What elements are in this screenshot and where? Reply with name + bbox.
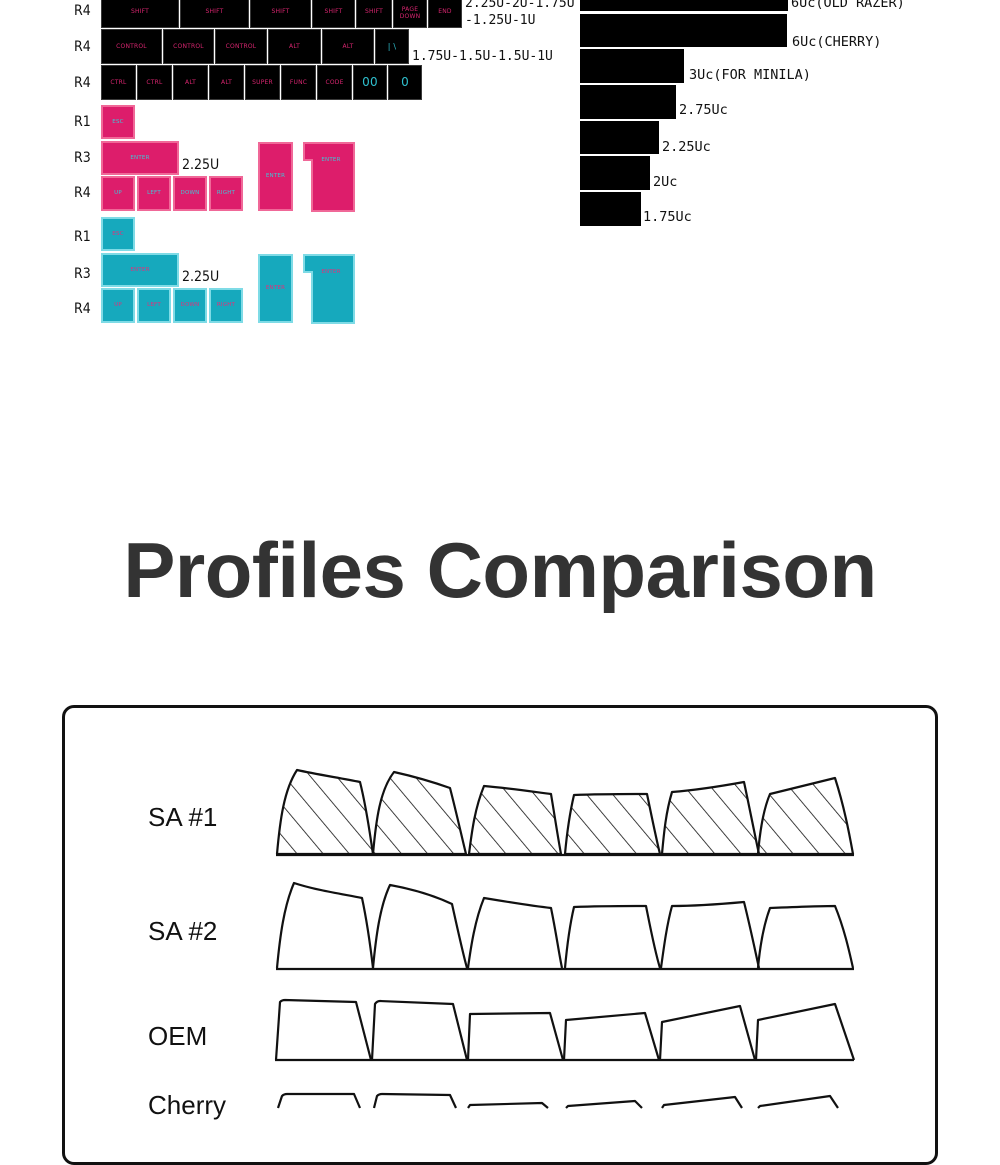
profile-label-sa2: SA #2	[148, 916, 218, 946]
cherry-profile-drawing	[276, 1092, 839, 1109]
key-esc-cyan: ESC	[101, 217, 135, 251]
key-right-pink: RIGHT	[209, 176, 243, 211]
sa1-profile-drawing	[275, 768, 855, 857]
key-alt: ALT	[322, 29, 374, 64]
row-label-r3: R3	[74, 266, 91, 282]
row1-size-note: 2.25U-2U-1.75U	[465, 0, 575, 11]
key-up-pink: UP	[101, 176, 135, 211]
spacebar-6u-cherry	[580, 14, 787, 47]
key-shift: SHIFT	[180, 0, 249, 28]
key-shift: SHIFT	[356, 0, 392, 28]
key-right-cyan: RIGHT	[209, 288, 243, 323]
enter-size-note: 2.25U	[182, 157, 220, 173]
spacebar-3u	[580, 49, 684, 83]
key-enter-vertical-pink: ENTER	[258, 142, 293, 211]
row-label-r1: R1	[74, 114, 91, 130]
key-down-pink: DOWN	[173, 176, 207, 211]
row-label-r4: R4	[74, 3, 91, 19]
key-double-zero: 00	[353, 65, 387, 100]
profile-label-sa1: SA #1	[148, 802, 218, 832]
row-label-r1: R1	[74, 229, 91, 245]
key-enter-vertical-cyan: ENTER	[258, 254, 293, 323]
sa2-profile-drawing	[275, 881, 855, 971]
key-control: CONTROL	[101, 29, 162, 64]
key-end: END	[428, 0, 462, 28]
spacebar-label: 2.75Uc	[679, 102, 728, 118]
key-zero: 0	[388, 65, 422, 100]
key-enter-iso-pink	[303, 142, 355, 212]
key-alt: ALT	[173, 65, 208, 100]
key-shift: SHIFT	[312, 0, 355, 28]
key-alt: ALT	[268, 29, 321, 64]
key-ctrl: CTRL	[137, 65, 172, 100]
key-shift: SHIFT	[250, 0, 311, 28]
row-label-r4: R4	[74, 185, 91, 201]
key-func: FUNC	[281, 65, 316, 100]
row-label-r4: R4	[74, 301, 91, 317]
spacebar-label: 1.75Uc	[643, 209, 692, 225]
key-left-pink: LEFT	[137, 176, 171, 211]
spacebar-1-75u	[580, 192, 641, 226]
key-ctrl: CTRL	[101, 65, 136, 100]
key-enter-iso-label: ENTER	[321, 268, 341, 275]
row2-size-note: 1.75U-1.5U-1.5U-1U	[412, 49, 553, 64]
enter-size-note: 2.25U	[182, 269, 220, 285]
key-esc-pink: ESC	[101, 105, 135, 139]
spacebar-2u	[580, 156, 650, 190]
key-page-down: PAGE DOWN	[393, 0, 427, 28]
spacebar-label: 2Uc	[653, 174, 678, 190]
key-control: CONTROL	[163, 29, 214, 64]
key-enter-cyan: ENTER	[101, 253, 179, 287]
spacebar-label: 6Uc(OLD RAZER)	[791, 0, 905, 11]
spacebar-6u-old-razer	[580, 0, 788, 11]
spacebar-label: 3Uc(FOR MINILA)	[689, 67, 811, 83]
row-label-r4: R4	[74, 39, 91, 55]
key-shift: SHIFT	[101, 0, 179, 28]
key-super: SUPER	[245, 65, 280, 100]
oem-profile-drawing	[274, 998, 856, 1062]
key-up-cyan: UP	[101, 288, 135, 323]
key-down-cyan: DOWN	[173, 288, 207, 323]
profile-label-cherry: Cherry	[148, 1090, 227, 1120]
key-enter-iso-label: ENTER	[321, 156, 341, 163]
key-control: CONTROL	[215, 29, 267, 64]
profile-label-oem: OEM	[148, 1021, 208, 1051]
row-label-r4: R4	[74, 75, 91, 91]
row-label-r3: R3	[74, 150, 91, 166]
section-heading: Profiles Comparison	[123, 526, 877, 614]
key-pipe-backslash: | \	[375, 29, 409, 64]
spacebar-2-75u	[580, 85, 676, 119]
key-left-cyan: LEFT	[137, 288, 171, 323]
row1-size-note-cont: -1.25U-1U	[465, 13, 536, 28]
key-enter-pink: ENTER	[101, 141, 179, 175]
key-enter-iso-cyan	[303, 254, 355, 324]
key-alt: ALT	[209, 65, 244, 100]
key-code: CODE	[317, 65, 352, 100]
spacebar-label: 2.25Uc	[662, 139, 711, 155]
spacebar-label: 6Uc(CHERRY)	[792, 34, 882, 50]
spacebar-2-25u	[580, 121, 659, 154]
